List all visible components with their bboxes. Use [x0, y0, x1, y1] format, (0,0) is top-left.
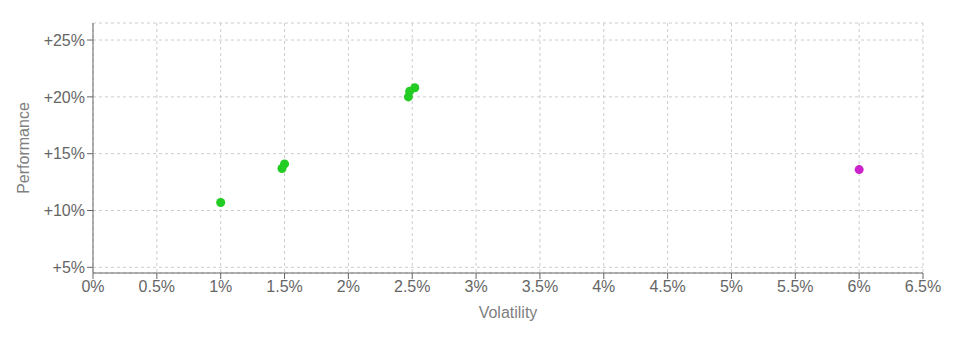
- svg-text:Performance: Performance: [15, 102, 32, 194]
- svg-text:0%: 0%: [81, 278, 104, 295]
- svg-text:6.5%: 6.5%: [905, 278, 941, 295]
- svg-text:+15%: +15%: [44, 145, 85, 162]
- svg-text:1.5%: 1.5%: [266, 278, 302, 295]
- svg-text:6%: 6%: [848, 278, 871, 295]
- svg-text:3.5%: 3.5%: [522, 278, 558, 295]
- svg-text:1%: 1%: [209, 278, 232, 295]
- svg-text:4%: 4%: [592, 278, 615, 295]
- svg-text:Volatility: Volatility: [479, 304, 538, 321]
- svg-text:+10%: +10%: [44, 202, 85, 219]
- svg-text:2.5%: 2.5%: [394, 278, 430, 295]
- svg-text:+20%: +20%: [44, 89, 85, 106]
- svg-text:2%: 2%: [337, 278, 360, 295]
- svg-text:0.5%: 0.5%: [139, 278, 175, 295]
- svg-text:+25%: +25%: [44, 32, 85, 49]
- svg-text:4.5%: 4.5%: [649, 278, 685, 295]
- svg-text:5%: 5%: [720, 278, 743, 295]
- svg-text:+5%: +5%: [53, 259, 85, 276]
- svg-text:3%: 3%: [465, 278, 488, 295]
- svg-text:5.5%: 5.5%: [777, 278, 813, 295]
